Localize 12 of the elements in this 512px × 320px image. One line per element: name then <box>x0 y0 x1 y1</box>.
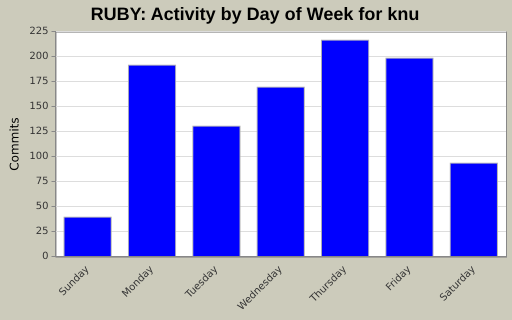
y-tick-label: 75 <box>36 176 48 188</box>
y-tick-label: 25 <box>36 226 48 238</box>
y-axis-title: Commits <box>7 117 22 171</box>
y-tick-label: 150 <box>29 101 48 112</box>
y-tick-label: 175 <box>29 76 48 88</box>
y-tick-label: 100 <box>29 151 48 162</box>
y-tick-label: 50 <box>36 201 48 212</box>
y-tick-label: 125 <box>29 126 48 138</box>
y-tick-label: 225 <box>29 26 48 38</box>
y-tick-label: 0 <box>42 251 48 262</box>
chart-title: RUBY: Activity by Day of Week for knu <box>90 4 420 24</box>
y-tick-label: 200 <box>29 51 48 62</box>
